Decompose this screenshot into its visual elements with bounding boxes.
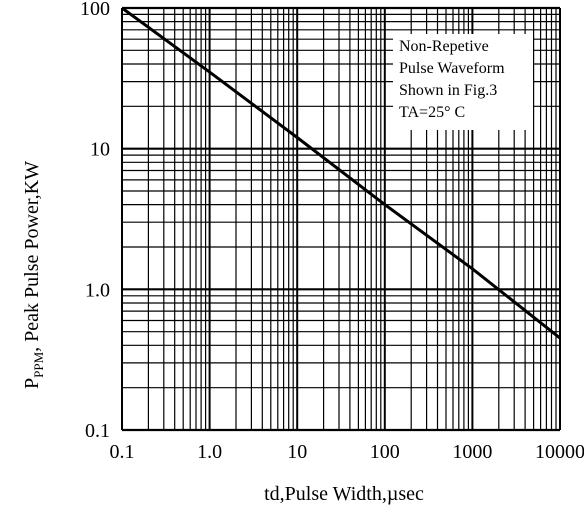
y-tick-label: 100 <box>80 0 110 20</box>
series-line-1 <box>121 6 561 340</box>
annotation-line-4: TA=25° C <box>399 104 465 121</box>
x-axis-title: td,Pulse Width,µsec <box>264 483 424 505</box>
annotation-background <box>393 34 533 130</box>
annotation-box: Non-Repetive Pulse Waveform Shown in Fig… <box>393 34 533 130</box>
series-layer <box>121 6 561 340</box>
x-tick-label: 100 <box>370 441 400 463</box>
x-tick-label: 10 <box>287 441 307 463</box>
x-tick-label: 0.1 <box>110 441 135 463</box>
x-tick-label: 1000 <box>452 441 492 463</box>
y-axis-title-main: P <box>21 378 43 389</box>
grid <box>121 6 561 432</box>
x-tick-label: 10000 <box>535 441 584 463</box>
y-axis-title-subscript: PPM <box>31 351 46 377</box>
annotation-line-1: Non-Repetive <box>399 38 489 55</box>
y-axis-title-rest: , Peak Pulse Power,KW <box>21 161 43 352</box>
y-axis-title: PPPM, Peak Pulse Power,KW <box>21 161 46 389</box>
tick-labels: 0.1 1.0 10 100 1000 10000 0.1 1.0 10 100 <box>80 0 584 463</box>
x-tick-label: 1.0 <box>197 441 222 463</box>
y-tick-label: 10 <box>90 139 110 161</box>
annotation-line-3: Shown in Fig.3 <box>399 82 497 99</box>
annotation-line-2: Pulse Waveform <box>399 60 505 77</box>
y-tick-label: 1.0 <box>85 279 110 301</box>
y-tick-label: 0.1 <box>85 420 110 442</box>
